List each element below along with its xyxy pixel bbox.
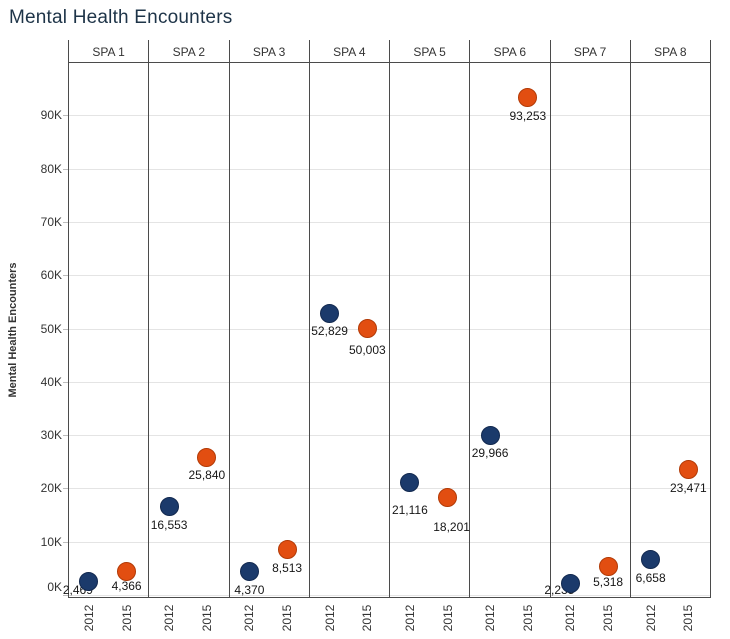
x-tick-label-spa-6-2015[interactable]: 2015 <box>520 604 535 632</box>
y-axis-title: Mental Health Encounters <box>7 262 19 398</box>
x-tick-label-spa-2-2012[interactable]: 2012 <box>162 604 177 632</box>
mark-label-spa-2-2012: 16,553 <box>150 517 188 532</box>
mark-label-spa-1-2015: 4,366 <box>111 578 142 593</box>
mark-label-spa-6-2012: 29,966 <box>471 446 509 461</box>
x-tick-label-spa-7-2015[interactable]: 2015 <box>601 604 616 632</box>
panel-header-spa-8[interactable]: SPA 8 <box>654 44 687 59</box>
mark-spa-8-2012[interactable] <box>641 550 661 569</box>
mark-label-spa-8-2012: 6,658 <box>635 570 666 585</box>
y-tick-mark <box>63 595 68 596</box>
x-tick-label-spa-3-2015[interactable]: 2015 <box>280 604 295 632</box>
panel-separator <box>148 40 149 597</box>
y-tick-label: 0K <box>47 580 62 594</box>
y-tick-mark <box>63 541 68 543</box>
y-tick-mark <box>63 328 68 330</box>
panel-header-spa-7[interactable]: SPA 7 <box>573 44 607 59</box>
plot-border-bottom <box>68 597 711 598</box>
y-tick-mark <box>63 435 68 437</box>
x-tick-label-spa-7-2012[interactable]: 2012 <box>563 604 578 632</box>
chart-title: Mental Health Encounters <box>9 7 233 28</box>
panel-separator <box>630 40 631 597</box>
y-tick-label: 50K <box>40 321 62 336</box>
mark-label-spa-6-2015: 93,253 <box>509 108 547 123</box>
y-tick-label: 20K <box>40 481 62 496</box>
mark-spa-2-2015[interactable] <box>197 447 217 467</box>
mark-label-spa-7-2015: 5,318 <box>593 574 624 589</box>
y-tick-label: 10K <box>40 534 62 549</box>
panel-header-spa-1[interactable]: SPA 1 <box>92 44 125 59</box>
y-tick-label: 90K <box>40 108 62 123</box>
x-tick-label-spa-8-2015[interactable]: 2015 <box>681 604 696 632</box>
panel-separator <box>389 40 390 597</box>
x-tick-label-spa-5-2015[interactable]: 2015 <box>440 604 455 632</box>
y-tick-mark <box>63 168 68 170</box>
mark-label-spa-5-2015: 18,201 <box>433 519 470 534</box>
mark-spa-7-2015[interactable] <box>598 557 618 577</box>
x-tick-label-spa-1-2012[interactable]: 2012 <box>81 604 96 632</box>
mark-spa-4-2012[interactable] <box>320 303 340 323</box>
panel-header-spa-2[interactable]: SPA 2 <box>172 44 206 59</box>
header-underline <box>68 62 711 63</box>
y-tick-label: 40K <box>40 374 62 389</box>
x-tick-label-spa-5-2012[interactable]: 2012 <box>402 604 417 632</box>
mark-label-spa-2-2015: 25,840 <box>188 468 226 483</box>
mark-spa-3-2012[interactable] <box>239 562 259 582</box>
mark-label-spa-8-2015: 23,471 <box>669 480 707 495</box>
y-tick-mark <box>63 488 68 490</box>
mark-spa-1-2015[interactable] <box>117 562 137 582</box>
x-tick-label-spa-2-2015[interactable]: 2015 <box>199 604 214 632</box>
plot-border-left <box>68 40 69 597</box>
x-tick-label-spa-1-2015[interactable]: 2015 <box>119 604 134 632</box>
panel-header-spa-4[interactable]: SPA 4 <box>333 44 366 59</box>
x-tick-label-spa-6-2012[interactable]: 2012 <box>483 604 498 632</box>
mark-spa-4-2015[interactable] <box>357 318 377 338</box>
mark-label-spa-3-2012: 4,370 <box>234 582 265 597</box>
mark-spa-1-2012[interactable] <box>79 572 99 592</box>
y-tick-label: 60K <box>40 268 62 283</box>
panel-separator <box>309 40 310 597</box>
y-tick-mark <box>63 381 68 383</box>
mark-spa-3-2015[interactable] <box>277 540 297 560</box>
x-tick-label-spa-4-2015[interactable]: 2015 <box>360 604 375 632</box>
panel-header-spa-5[interactable]: SPA 5 <box>413 44 446 59</box>
panel-separator <box>469 40 470 597</box>
y-tick-mark <box>63 221 68 223</box>
x-tick-label-spa-3-2012[interactable]: 2012 <box>242 604 257 632</box>
panel-separator <box>229 40 230 597</box>
y-tick-label: 30K <box>40 428 62 443</box>
panel-separator <box>550 40 551 597</box>
mark-label-spa-4-2015: 50,003 <box>348 343 386 358</box>
mark-spa-6-2015[interactable] <box>518 88 538 108</box>
mark-label-spa-5-2012: 21,116 <box>391 503 428 518</box>
mark-spa-6-2012[interactable] <box>480 425 500 445</box>
mark-label-spa-4-2012: 52,829 <box>311 324 348 339</box>
mark-spa-5-2015[interactable] <box>438 488 458 508</box>
mark-spa-5-2012[interactable] <box>400 472 420 492</box>
y-tick-label: 70K <box>40 214 62 229</box>
y-tick-mark <box>63 115 68 117</box>
x-tick-label-spa-8-2012[interactable]: 2012 <box>643 604 658 632</box>
y-tick-mark <box>63 275 68 277</box>
panel-header-spa-3[interactable]: SPA 3 <box>252 44 286 59</box>
mark-spa-2-2012[interactable] <box>159 497 179 517</box>
plot-border-right <box>710 40 711 597</box>
mark-spa-7-2012[interactable] <box>560 573 580 593</box>
mark-spa-8-2015[interactable] <box>678 460 698 480</box>
panel-header-spa-6[interactable]: SPA 6 <box>493 44 527 59</box>
mark-label-spa-3-2015: 8,513 <box>272 560 303 575</box>
x-tick-label-spa-4-2012[interactable]: 2012 <box>322 604 337 632</box>
y-tick-label: 80K <box>40 161 62 176</box>
